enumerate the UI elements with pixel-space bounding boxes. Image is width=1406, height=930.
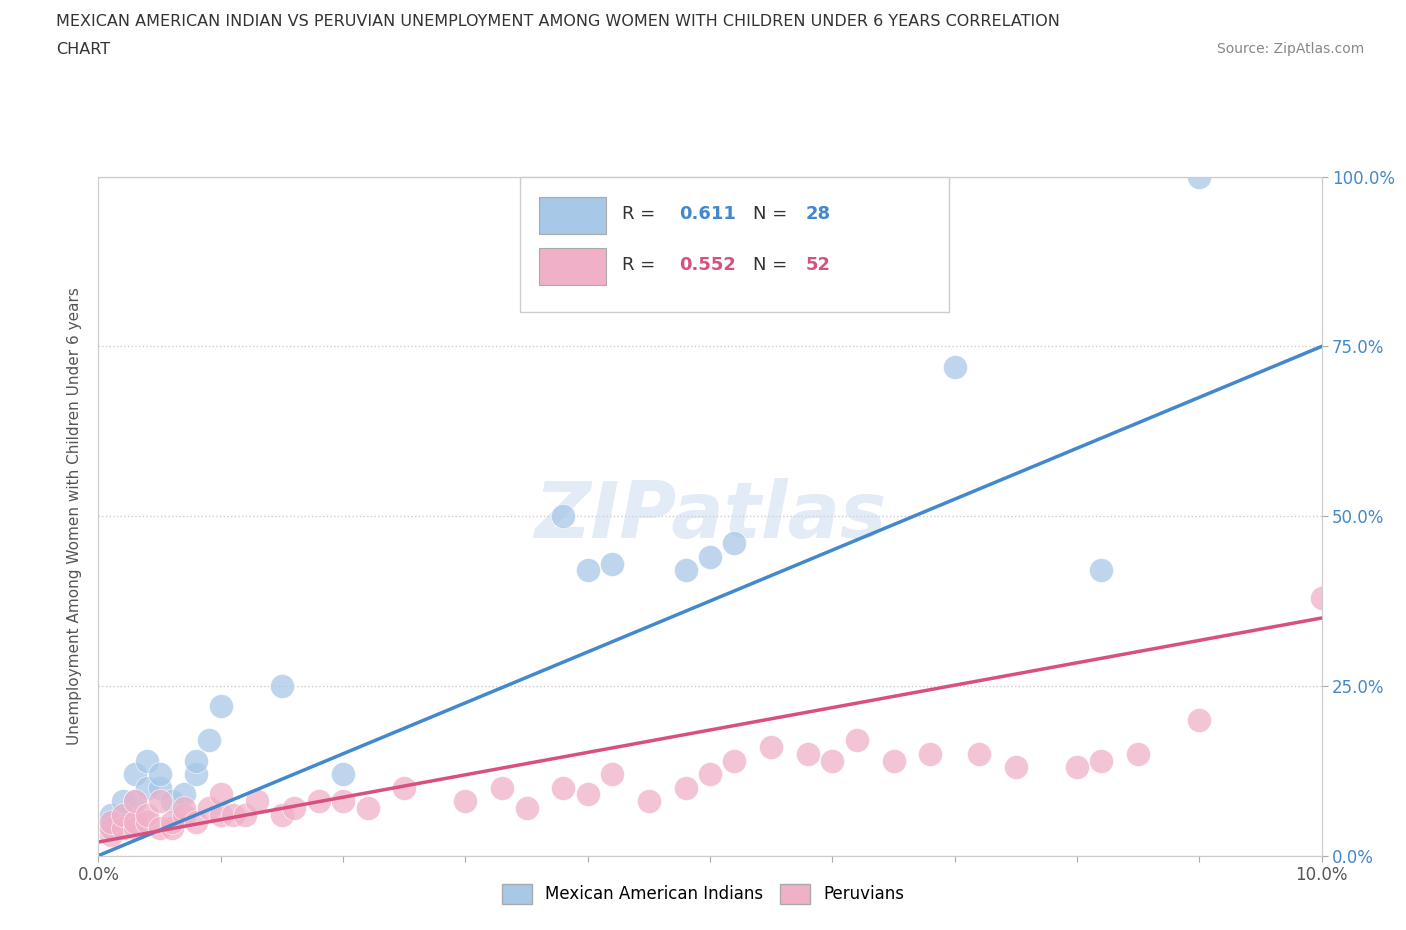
Text: N =: N = xyxy=(752,256,787,274)
Point xyxy=(100,828,122,843)
Text: Source: ZipAtlas.com: Source: ZipAtlas.com xyxy=(1216,42,1364,56)
FancyBboxPatch shape xyxy=(520,177,949,312)
Point xyxy=(209,787,232,802)
Point xyxy=(332,766,354,781)
FancyBboxPatch shape xyxy=(538,197,606,234)
Point xyxy=(149,766,172,781)
Point xyxy=(943,359,966,374)
Point xyxy=(173,807,195,822)
Text: R =: R = xyxy=(621,256,655,274)
Point xyxy=(197,733,219,748)
Point xyxy=(197,801,219,816)
Point xyxy=(356,801,378,816)
Point xyxy=(209,698,232,713)
Point xyxy=(576,787,599,802)
Point xyxy=(136,815,159,830)
Text: N =: N = xyxy=(752,205,787,223)
Point xyxy=(124,815,146,830)
Point xyxy=(699,550,721,565)
Point xyxy=(136,780,159,795)
Point xyxy=(1090,563,1112,578)
Point xyxy=(454,794,477,809)
Point xyxy=(233,807,256,822)
Point xyxy=(173,801,195,816)
Point xyxy=(186,815,208,830)
Point xyxy=(173,787,195,802)
Point xyxy=(516,801,538,816)
Point xyxy=(283,801,305,816)
Point xyxy=(759,739,782,754)
Point xyxy=(1128,746,1150,761)
Point xyxy=(576,563,599,578)
Point xyxy=(821,753,844,768)
Point xyxy=(136,807,159,822)
Point xyxy=(491,780,513,795)
Point xyxy=(332,794,354,809)
Point xyxy=(222,807,245,822)
Point xyxy=(699,766,721,781)
Point xyxy=(270,807,292,822)
Point xyxy=(124,794,146,809)
Point xyxy=(920,746,942,761)
Point xyxy=(723,753,745,768)
Point xyxy=(1090,753,1112,768)
Point xyxy=(883,753,905,768)
Point xyxy=(553,509,575,524)
Point xyxy=(1188,712,1211,727)
Point xyxy=(100,821,122,836)
Point xyxy=(111,821,134,836)
Point xyxy=(124,766,146,781)
Point xyxy=(675,563,697,578)
Text: MEXICAN AMERICAN INDIAN VS PERUVIAN UNEMPLOYMENT AMONG WOMEN WITH CHILDREN UNDER: MEXICAN AMERICAN INDIAN VS PERUVIAN UNEM… xyxy=(56,14,1060,29)
Point xyxy=(186,766,208,781)
Y-axis label: Unemployment Among Women with Children Under 6 years: Unemployment Among Women with Children U… xyxy=(67,287,83,745)
Point xyxy=(845,733,868,748)
Point xyxy=(186,753,208,768)
Point xyxy=(149,821,172,836)
Text: 0.611: 0.611 xyxy=(679,205,737,223)
Point xyxy=(149,780,172,795)
Point xyxy=(967,746,990,761)
Point xyxy=(553,780,575,795)
Point xyxy=(111,807,134,822)
Point xyxy=(637,794,661,809)
Text: 28: 28 xyxy=(806,205,831,223)
Point xyxy=(149,794,172,809)
Point xyxy=(124,821,146,836)
Point xyxy=(160,794,183,809)
Point xyxy=(160,815,183,830)
Point xyxy=(100,815,122,830)
Point xyxy=(308,794,330,809)
Point xyxy=(392,780,416,795)
Point xyxy=(100,815,122,830)
FancyBboxPatch shape xyxy=(538,248,606,286)
Point xyxy=(100,821,122,836)
Point xyxy=(270,679,292,694)
Point xyxy=(246,794,269,809)
Point xyxy=(209,807,232,822)
Text: ZIPatlas: ZIPatlas xyxy=(534,478,886,554)
Point xyxy=(111,807,134,822)
Point xyxy=(136,753,159,768)
Point xyxy=(160,821,183,836)
Text: CHART: CHART xyxy=(56,42,110,57)
Point xyxy=(675,780,697,795)
Point xyxy=(111,794,134,809)
Point xyxy=(797,746,820,761)
Point xyxy=(100,807,122,822)
Point xyxy=(600,766,623,781)
Legend: Mexican American Indians, Peruvians: Mexican American Indians, Peruvians xyxy=(494,875,912,912)
Point xyxy=(600,556,623,571)
Point xyxy=(1066,760,1088,775)
Point xyxy=(1188,169,1211,184)
Point xyxy=(124,794,146,809)
Text: R =: R = xyxy=(621,205,655,223)
Text: 0.552: 0.552 xyxy=(679,256,737,274)
Text: 52: 52 xyxy=(806,256,831,274)
Point xyxy=(1310,591,1333,605)
Point xyxy=(1004,760,1026,775)
Point xyxy=(723,536,745,551)
